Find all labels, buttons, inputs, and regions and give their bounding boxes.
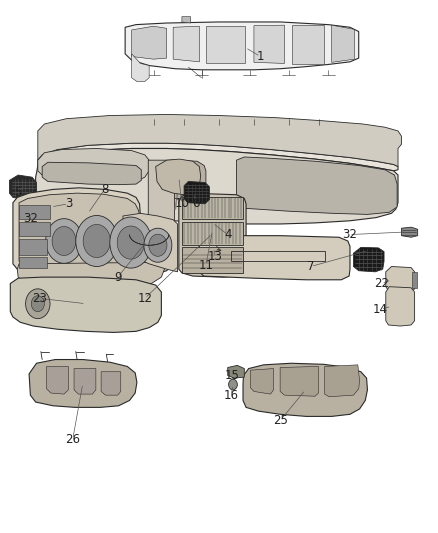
Polygon shape	[21, 212, 39, 221]
Polygon shape	[101, 372, 121, 395]
Circle shape	[83, 224, 110, 257]
Circle shape	[25, 289, 50, 319]
Polygon shape	[19, 193, 167, 269]
Circle shape	[110, 217, 152, 268]
Text: 22: 22	[374, 277, 389, 290]
Polygon shape	[386, 266, 415, 292]
Polygon shape	[21, 198, 48, 217]
Polygon shape	[46, 367, 68, 394]
Circle shape	[149, 234, 167, 256]
Bar	[182, 197, 243, 219]
Polygon shape	[74, 368, 96, 394]
Polygon shape	[10, 175, 36, 200]
Polygon shape	[38, 149, 149, 182]
Text: 32: 32	[23, 212, 38, 225]
Circle shape	[31, 296, 44, 312]
Polygon shape	[132, 26, 166, 59]
Circle shape	[52, 227, 76, 255]
Circle shape	[229, 379, 237, 390]
Polygon shape	[171, 160, 206, 200]
Bar	[231, 251, 325, 261]
Bar	[19, 257, 47, 268]
Polygon shape	[13, 188, 173, 276]
Polygon shape	[182, 17, 191, 23]
Circle shape	[76, 215, 118, 266]
Polygon shape	[386, 287, 415, 326]
Text: 11: 11	[198, 259, 213, 272]
Text: 16: 16	[224, 389, 239, 402]
Polygon shape	[228, 366, 244, 378]
Text: 9: 9	[114, 271, 121, 284]
Bar	[19, 239, 47, 255]
Circle shape	[144, 228, 172, 262]
Polygon shape	[199, 236, 350, 280]
Polygon shape	[148, 160, 174, 225]
Text: 13: 13	[207, 251, 222, 263]
Text: 26: 26	[65, 433, 80, 446]
Bar	[412, 272, 417, 288]
Polygon shape	[280, 367, 318, 396]
Polygon shape	[237, 157, 397, 214]
Polygon shape	[353, 247, 384, 272]
Text: 6: 6	[193, 197, 200, 211]
Polygon shape	[292, 25, 324, 64]
Polygon shape	[206, 26, 245, 63]
Bar	[19, 222, 49, 236]
Polygon shape	[179, 193, 246, 277]
Text: 4: 4	[224, 228, 231, 241]
Text: 10: 10	[174, 197, 189, 211]
Bar	[182, 247, 243, 273]
Polygon shape	[123, 213, 177, 272]
Polygon shape	[243, 364, 367, 416]
Polygon shape	[402, 227, 418, 237]
Text: 8: 8	[101, 183, 108, 196]
Polygon shape	[29, 360, 137, 407]
Text: 14: 14	[373, 303, 388, 316]
Text: 5: 5	[14, 185, 22, 199]
Text: 25: 25	[273, 414, 288, 427]
Circle shape	[117, 226, 145, 259]
Circle shape	[46, 219, 82, 263]
Polygon shape	[254, 25, 285, 63]
Polygon shape	[42, 163, 141, 184]
Text: 3: 3	[65, 197, 72, 211]
Polygon shape	[173, 26, 199, 62]
Text: 23: 23	[32, 292, 47, 305]
Polygon shape	[251, 368, 274, 394]
Text: 15: 15	[225, 369, 240, 382]
Text: 32: 32	[342, 228, 357, 241]
Polygon shape	[332, 25, 354, 62]
Polygon shape	[325, 365, 360, 397]
Polygon shape	[38, 143, 398, 171]
Polygon shape	[38, 115, 402, 166]
Polygon shape	[11, 277, 161, 333]
Text: 7: 7	[307, 260, 314, 273]
Bar	[182, 222, 243, 245]
Polygon shape	[17, 262, 164, 290]
Polygon shape	[184, 181, 209, 204]
Polygon shape	[35, 149, 398, 224]
Text: 12: 12	[137, 292, 152, 305]
Polygon shape	[132, 54, 149, 82]
Bar	[19, 205, 49, 219]
Polygon shape	[155, 159, 201, 195]
Text: 1: 1	[257, 50, 264, 63]
Polygon shape	[125, 22, 359, 70]
